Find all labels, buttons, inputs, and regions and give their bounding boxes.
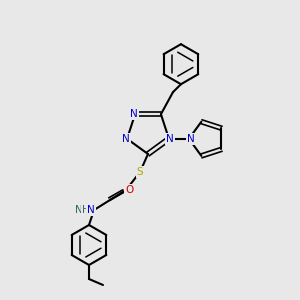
Text: N: N (130, 109, 138, 119)
Text: NH: NH (74, 205, 90, 215)
Text: O: O (125, 185, 133, 195)
Text: N: N (87, 205, 95, 215)
Text: S: S (137, 167, 143, 177)
Text: N: N (122, 134, 130, 144)
Text: N: N (187, 134, 195, 144)
Text: N: N (166, 134, 174, 144)
Text: H: H (82, 205, 90, 215)
